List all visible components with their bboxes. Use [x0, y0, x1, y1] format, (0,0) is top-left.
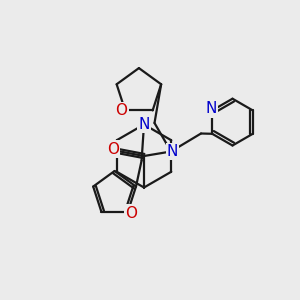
Text: O: O: [107, 142, 119, 157]
Text: N: N: [167, 144, 178, 159]
Text: N: N: [138, 117, 150, 132]
Text: O: O: [116, 103, 128, 118]
Text: N: N: [205, 101, 216, 116]
Text: O: O: [125, 206, 137, 221]
